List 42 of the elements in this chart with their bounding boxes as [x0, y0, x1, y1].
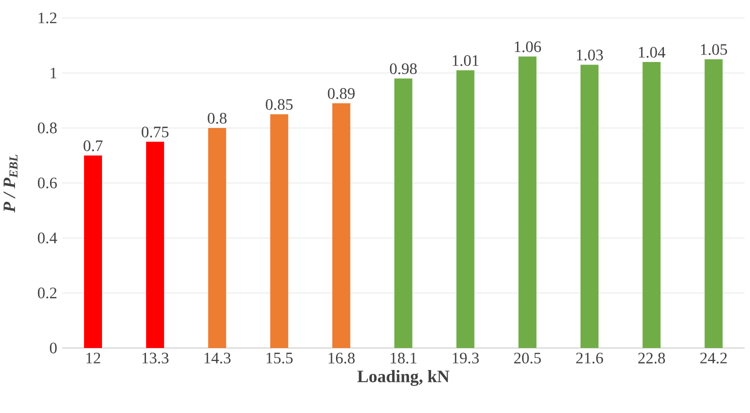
y-axis-title: P / P$_{EBL}$: [4, 154, 18, 212]
bar: [518, 56, 536, 348]
x-tick-label: 13.3: [142, 352, 168, 364]
y-tick-label: 1.2: [38, 12, 56, 24]
data-label: 1.01: [452, 55, 478, 66]
data-label: 1.04: [638, 46, 666, 58]
y-tick-label: 0: [50, 342, 57, 354]
x-axis-title: Loading, kN: [357, 370, 450, 386]
data-label: 0.75: [142, 126, 168, 138]
data-label: 0.7: [84, 140, 103, 152]
y-tick-label: 0.8: [38, 122, 57, 134]
y-tick-label: 0.4: [38, 232, 58, 244]
x-tick-label: 12: [86, 352, 100, 364]
bar: [84, 155, 102, 348]
y-tick-label: 0.6: [38, 178, 57, 188]
x-tick-label: 14.3: [204, 352, 231, 364]
bar: [580, 64, 599, 348]
x-tick-label: 16.8: [328, 352, 355, 364]
bar: [208, 128, 226, 348]
data-label: 1.05: [701, 44, 728, 55]
data-label: 1.03: [576, 50, 603, 60]
data-label: 0.8: [208, 112, 227, 124]
y-tick-label: 1: [50, 68, 56, 78]
x-tick-label: 21.6: [576, 352, 604, 364]
data-label: 1.06: [514, 41, 541, 52]
data-label: 0.89: [328, 88, 355, 99]
bar: [332, 103, 350, 348]
x-tick-label: 22.8: [638, 352, 665, 364]
data-label: 0.98: [390, 63, 417, 74]
x-tick-label: 18.1: [390, 352, 416, 364]
x-tick-label: 20.5: [514, 352, 541, 364]
bar: [270, 114, 288, 348]
x-tick-label: 15.5: [266, 352, 293, 364]
bar: [704, 59, 723, 348]
bar: [394, 78, 412, 348]
y-tick-label: 0.2: [38, 288, 56, 298]
bar: [146, 142, 164, 348]
bar: [642, 62, 661, 348]
x-tick-label: 24.2: [700, 352, 727, 364]
x-tick-label: 19.3: [452, 352, 479, 364]
data-label: 0.85: [266, 99, 293, 110]
bar: [456, 70, 474, 348]
